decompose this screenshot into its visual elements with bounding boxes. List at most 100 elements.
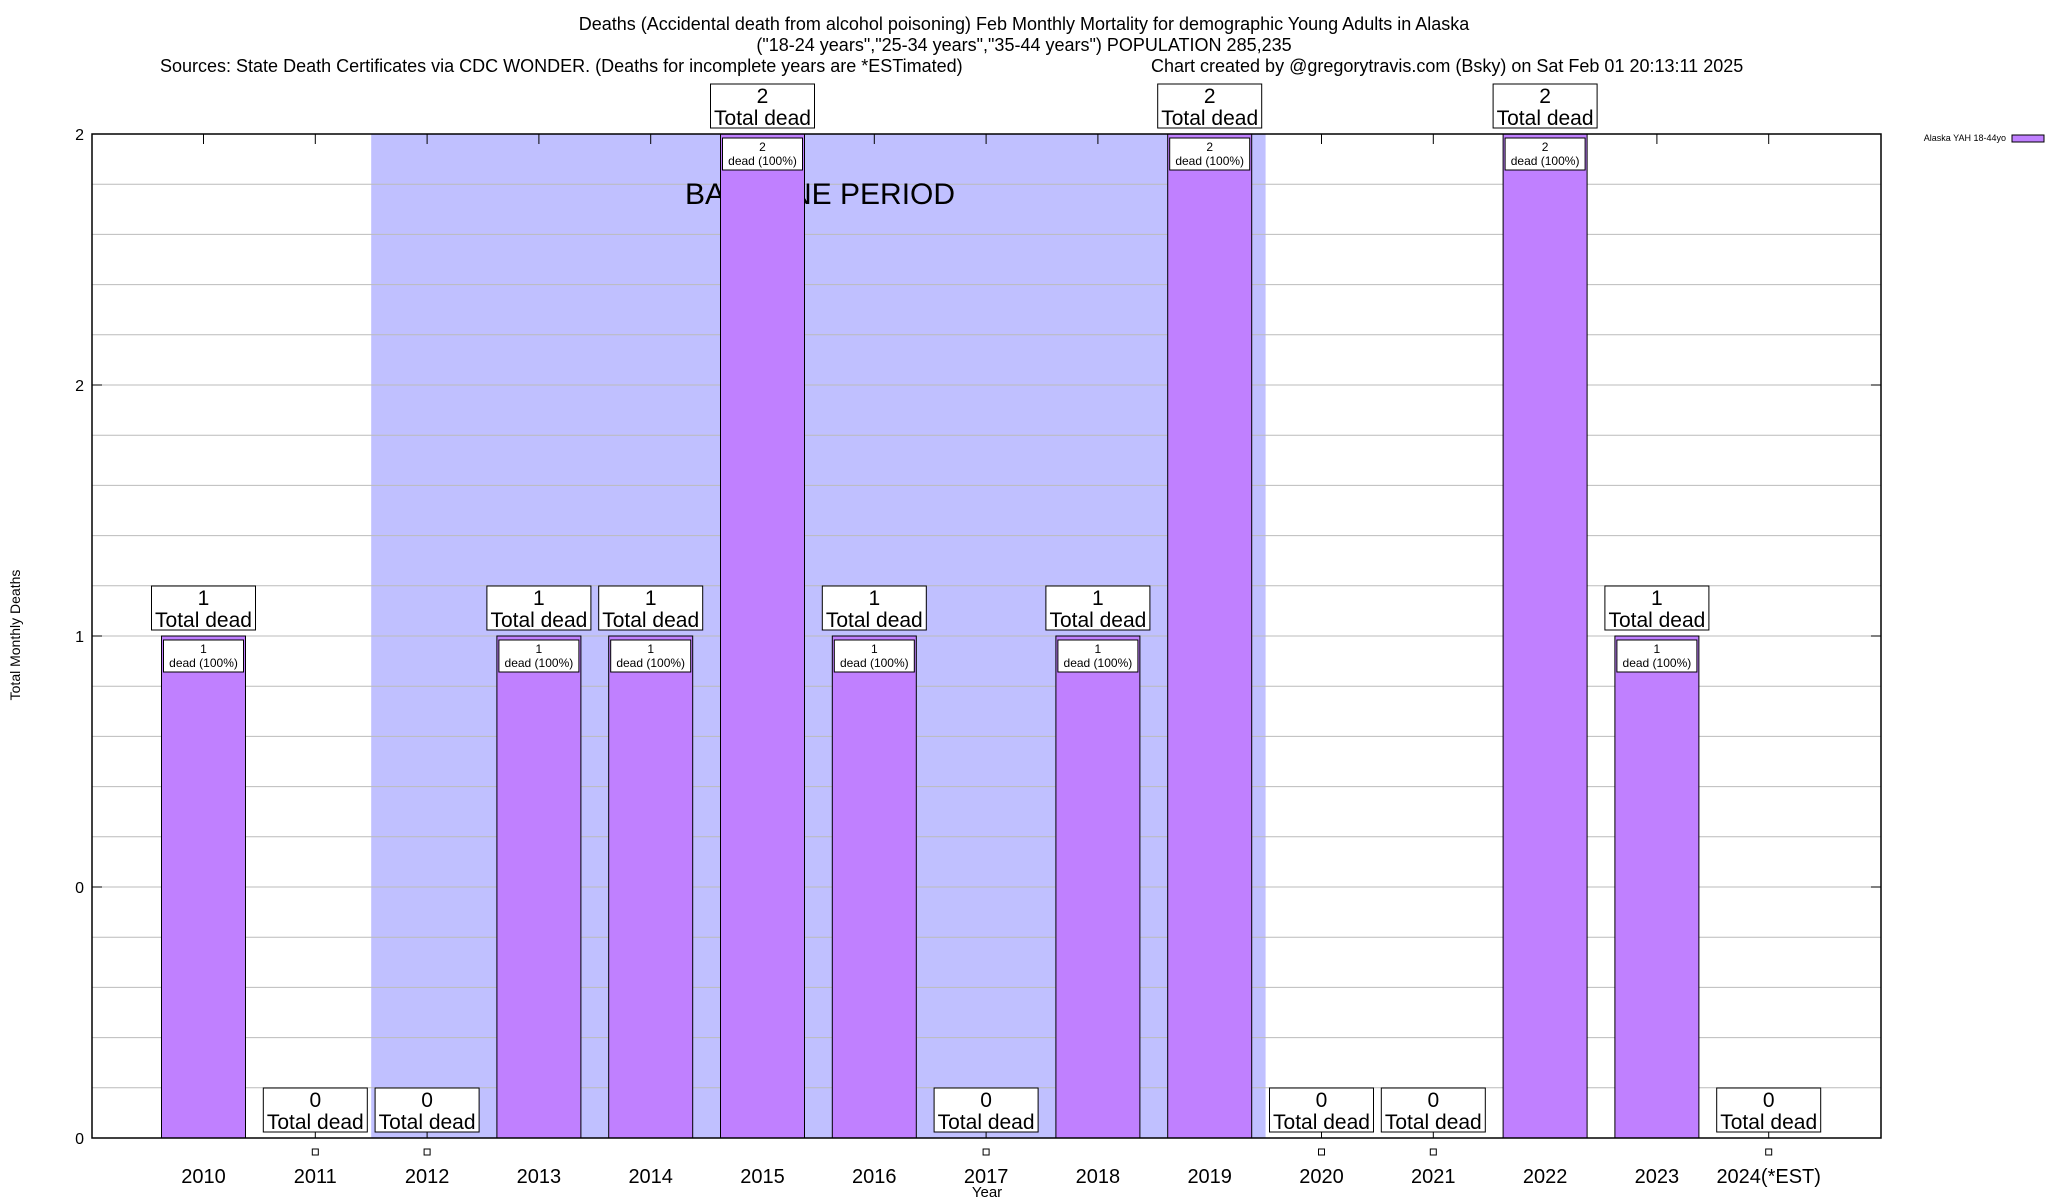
total-label-box bbox=[1045, 585, 1151, 631]
total-label-box bbox=[1716, 1087, 1822, 1133]
bar-inner-label-box bbox=[1616, 639, 1698, 673]
x-tick-label: 2021 bbox=[1411, 1166, 1456, 1188]
total-label-box bbox=[1269, 1087, 1374, 1133]
total-label-value: 2 bbox=[1204, 85, 1216, 108]
x-tick-label: 2012 bbox=[405, 1166, 450, 1188]
total-label-text: Total dead bbox=[1385, 1111, 1482, 1134]
y-tick-label: 1 bbox=[75, 629, 84, 646]
zero-marker bbox=[982, 1148, 990, 1156]
bar-inner-label-text: dead (100%) bbox=[1623, 656, 1692, 670]
bar bbox=[161, 635, 246, 1139]
bar-inner-label-value: 1 bbox=[871, 642, 878, 656]
total-label-text: Total dead bbox=[1608, 609, 1705, 632]
zero-marker bbox=[1765, 1148, 1773, 1156]
y-tick-label: 2 bbox=[75, 378, 84, 395]
y-tick-label: 0 bbox=[75, 1131, 84, 1148]
bar-inner-label-box bbox=[163, 639, 244, 673]
total-label-box bbox=[374, 1087, 480, 1133]
bar-inner-label-value: 1 bbox=[1095, 642, 1102, 656]
total-label-text: Total dead bbox=[938, 1111, 1035, 1134]
bar-inner-label-box bbox=[1057, 639, 1139, 673]
x-tick-label: 2024(*EST) bbox=[1716, 1166, 1821, 1188]
chart-subtitle: ("18-24 years","25-34 years","35-44 year… bbox=[756, 35, 1291, 55]
total-label-value: 1 bbox=[1651, 587, 1663, 610]
bar-inner-label-box bbox=[498, 639, 580, 673]
bar-inner-label-box bbox=[610, 639, 692, 673]
y-tick-label: 0 bbox=[75, 880, 84, 897]
bar bbox=[608, 635, 694, 1139]
bar-inner-label-box bbox=[1504, 137, 1586, 171]
bar-inner-label-value: 2 bbox=[759, 140, 766, 154]
total-label-text: Total dead bbox=[602, 609, 699, 632]
bar-inner-label-text: dead (100%) bbox=[1064, 656, 1133, 670]
legend-swatch bbox=[2011, 134, 2045, 143]
x-tick-label: 2014 bbox=[628, 1166, 673, 1188]
total-label-text: Total dead bbox=[1273, 1111, 1370, 1134]
zero-marker bbox=[311, 1148, 319, 1156]
zero-marker bbox=[1318, 1148, 1325, 1156]
total-label-box bbox=[821, 585, 927, 631]
bar-inner-label-value: 1 bbox=[1654, 642, 1661, 656]
x-tick-label: 2010 bbox=[181, 1166, 226, 1188]
bar bbox=[831, 635, 917, 1139]
bar-inner-label-value: 1 bbox=[647, 642, 654, 656]
total-label-box bbox=[151, 585, 256, 631]
chart-sources: Sources: State Death Certificates via CD… bbox=[160, 56, 963, 76]
x-axis-label: Year bbox=[972, 1184, 1002, 1200]
bar bbox=[1167, 133, 1253, 1139]
bar-inner-label-box bbox=[833, 639, 915, 673]
x-tick-label: 2018 bbox=[1076, 1166, 1121, 1188]
total-label-value: 2 bbox=[757, 85, 769, 108]
total-label-box bbox=[598, 585, 704, 631]
bar-inner-label-value: 1 bbox=[200, 642, 207, 656]
x-tick-label: 2016 bbox=[852, 1166, 897, 1188]
zero-marker bbox=[423, 1148, 431, 1156]
total-label-value: 0 bbox=[1427, 1089, 1439, 1112]
total-label-text: Total dead bbox=[379, 1111, 476, 1134]
bar bbox=[1502, 133, 1588, 1139]
bar bbox=[1614, 635, 1700, 1139]
total-label-text: Total dead bbox=[1161, 107, 1258, 130]
bar bbox=[1055, 635, 1141, 1139]
total-label-box bbox=[710, 83, 815, 129]
total-label-box bbox=[486, 585, 592, 631]
plot-frame bbox=[91, 133, 1882, 1139]
x-tick-label: 2019 bbox=[1187, 1166, 1232, 1188]
total-label-text: Total dead bbox=[267, 1111, 364, 1134]
x-tick-label: 2015 bbox=[740, 1166, 785, 1188]
total-label-box bbox=[1380, 1087, 1486, 1133]
chart-title: Deaths (Accidental death from alcohol po… bbox=[579, 14, 1470, 34]
x-tick-label: 2023 bbox=[1635, 1166, 1680, 1188]
x-tick-label: 2017 bbox=[964, 1166, 1009, 1188]
total-label-value: 1 bbox=[645, 587, 657, 610]
total-label-value: 1 bbox=[198, 587, 210, 610]
bar bbox=[496, 635, 582, 1139]
bar-inner-label-box bbox=[722, 137, 803, 171]
total-label-text: Total dead bbox=[1720, 1111, 1817, 1134]
total-label-text: Total dead bbox=[155, 609, 252, 632]
x-tick-label: 2020 bbox=[1299, 1166, 1344, 1188]
y-axis-label: Total Monthly Deaths bbox=[7, 570, 23, 701]
y-tick-label: 2 bbox=[75, 127, 84, 144]
total-label-text: Total dead bbox=[490, 609, 587, 632]
total-label-value: 0 bbox=[1763, 1089, 1775, 1112]
total-label-text: Total dead bbox=[1049, 609, 1146, 632]
bar-inner-label-text: dead (100%) bbox=[1175, 154, 1244, 168]
total-label-value: 0 bbox=[980, 1089, 992, 1112]
zero-marker bbox=[1429, 1148, 1437, 1156]
bar-inner-label-value: 2 bbox=[1206, 140, 1213, 154]
bar-inner-label-value: 2 bbox=[1542, 140, 1549, 154]
total-label-value: 0 bbox=[1316, 1089, 1328, 1112]
total-label-value: 2 bbox=[1539, 85, 1551, 108]
bar-inner-label-value: 1 bbox=[536, 642, 543, 656]
bar bbox=[720, 133, 805, 1139]
total-label-box bbox=[1604, 585, 1710, 631]
total-label-value: 1 bbox=[868, 587, 880, 610]
total-label-box bbox=[1492, 83, 1598, 129]
legend-label: Alaska YAH 18-44yo bbox=[1924, 133, 2006, 143]
bar-inner-label-text: dead (100%) bbox=[169, 656, 238, 670]
total-label-text: Total dead bbox=[714, 107, 811, 130]
total-label-box bbox=[1157, 83, 1263, 129]
x-tick-label: 2011 bbox=[294, 1166, 337, 1188]
